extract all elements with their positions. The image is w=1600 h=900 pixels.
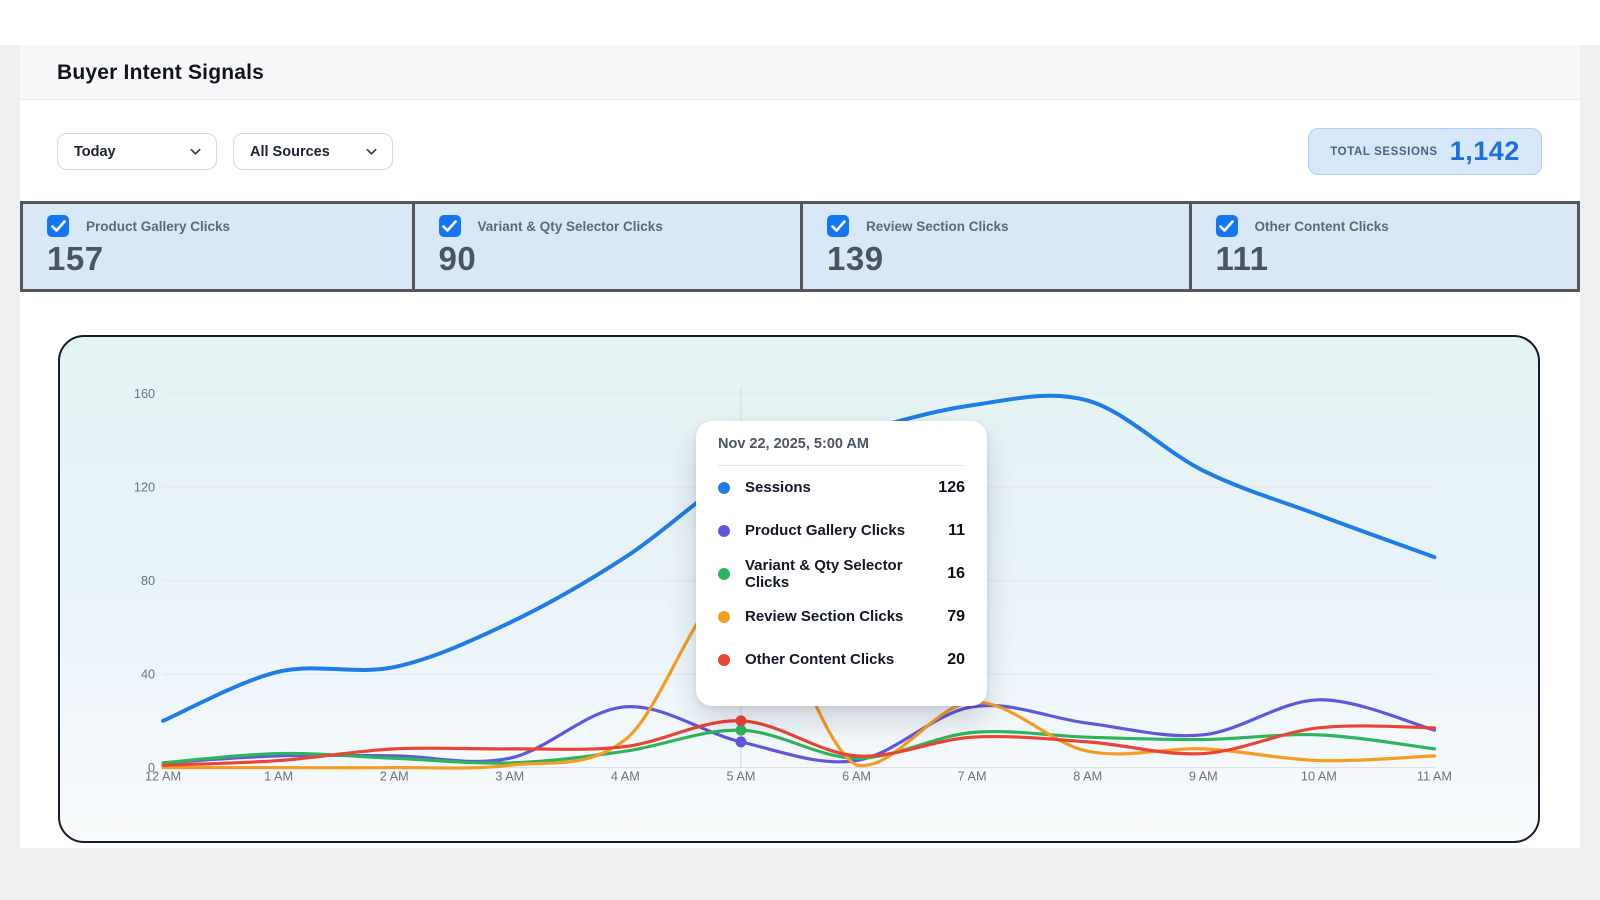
svg-text:160: 160	[134, 387, 155, 401]
svg-text:5 AM: 5 AM	[726, 769, 755, 783]
series-dot-icon	[718, 611, 730, 623]
checkbox-checked-icon[interactable]	[47, 215, 69, 237]
metric-value: 139	[827, 240, 1189, 278]
metric-value: 157	[47, 240, 412, 278]
chart-tooltip: Nov 22, 2025, 5:00 AM Sessions 126 Produ…	[696, 421, 987, 706]
date-range-value: Today	[74, 144, 116, 160]
tooltip-timestamp: Nov 22, 2025, 5:00 AM	[718, 436, 965, 466]
svg-text:120: 120	[134, 481, 155, 495]
svg-text:1 AM: 1 AM	[264, 769, 293, 783]
svg-text:9 AM: 9 AM	[1189, 769, 1218, 783]
page-title: Buyer Intent Signals	[57, 45, 264, 100]
metric-label: Review Section Clicks	[866, 219, 1009, 234]
checkbox-checked-icon[interactable]	[827, 215, 849, 237]
svg-text:80: 80	[141, 574, 155, 588]
metric-card-variant-qty[interactable]: Variant & Qty Selector Clicks 90	[412, 204, 801, 289]
tooltip-row-value: 16	[947, 565, 965, 583]
chevron-down-icon	[365, 145, 378, 158]
tooltip-row-review-section: Review Section Clicks 79	[718, 595, 965, 638]
svg-text:11 AM: 11 AM	[1417, 769, 1452, 783]
tooltip-row-other-content: Other Content Clicks 20	[718, 638, 965, 681]
buyer-intent-dashboard: Buyer Intent Signals Today All Sources T…	[0, 0, 1600, 900]
tooltip-row-label: Other Content Clicks	[745, 651, 947, 668]
metric-card-product-gallery[interactable]: Product Gallery Clicks 157	[23, 204, 412, 289]
series-dot-icon	[718, 482, 730, 494]
series-dot-icon	[718, 654, 730, 666]
intent-signals-chart-card: 0408012016012 AM1 AM2 AM3 AM4 AM5 AM6 AM…	[58, 335, 1540, 843]
svg-text:2 AM: 2 AM	[380, 769, 409, 783]
metric-toggle-row: Product Gallery Clicks 157 Variant & Qty…	[20, 201, 1580, 292]
svg-text:12 AM: 12 AM	[145, 769, 181, 783]
total-sessions-label: TOTAL SESSIONS	[1330, 146, 1437, 158]
date-range-dropdown[interactable]: Today	[57, 133, 217, 170]
tooltip-row-value: 126	[938, 479, 965, 497]
tooltip-row-value: 20	[947, 651, 965, 669]
svg-text:10 AM: 10 AM	[1301, 769, 1337, 783]
chevron-down-icon	[189, 145, 202, 158]
total-sessions-badge: TOTAL SESSIONS 1,142	[1308, 128, 1542, 175]
series-dot-icon	[718, 568, 730, 580]
svg-text:40: 40	[141, 668, 155, 682]
metric-value: 90	[439, 240, 801, 278]
metric-label: Other Content Clicks	[1255, 219, 1389, 234]
svg-text:8 AM: 8 AM	[1073, 769, 1102, 783]
svg-text:4 AM: 4 AM	[611, 769, 640, 783]
metric-value: 111	[1216, 240, 1578, 278]
tooltip-row-value: 79	[947, 608, 965, 626]
tooltip-row-label: Review Section Clicks	[745, 608, 947, 625]
metric-label: Product Gallery Clicks	[86, 219, 230, 234]
tooltip-row-variant-qty: Variant & Qty Selector Clicks 16	[718, 552, 965, 595]
tooltip-row-sessions: Sessions 126	[718, 466, 965, 509]
tooltip-row-label: Variant & Qty Selector Clicks	[745, 557, 947, 591]
tooltip-row-label: Sessions	[745, 479, 938, 496]
source-value: All Sources	[250, 144, 330, 160]
checkbox-checked-icon[interactable]	[439, 215, 461, 237]
tooltip-row-product-gallery: Product Gallery Clicks 11	[718, 509, 965, 552]
total-sessions-value: 1,142	[1450, 136, 1520, 167]
source-dropdown[interactable]: All Sources	[233, 133, 393, 170]
metric-card-review-section[interactable]: Review Section Clicks 139	[800, 204, 1189, 289]
checkbox-checked-icon[interactable]	[1216, 215, 1238, 237]
metric-card-other-content[interactable]: Other Content Clicks 111	[1189, 204, 1578, 289]
series-dot-icon	[718, 525, 730, 537]
svg-text:6 AM: 6 AM	[842, 769, 871, 783]
panel-header: Buyer Intent Signals	[20, 45, 1580, 100]
main-panel: Buyer Intent Signals Today All Sources T…	[20, 45, 1580, 848]
svg-text:3 AM: 3 AM	[495, 769, 524, 783]
tooltip-row-label: Product Gallery Clicks	[745, 522, 948, 539]
tooltip-row-value: 11	[948, 522, 965, 540]
svg-text:7 AM: 7 AM	[958, 769, 987, 783]
metric-label: Variant & Qty Selector Clicks	[478, 219, 663, 234]
